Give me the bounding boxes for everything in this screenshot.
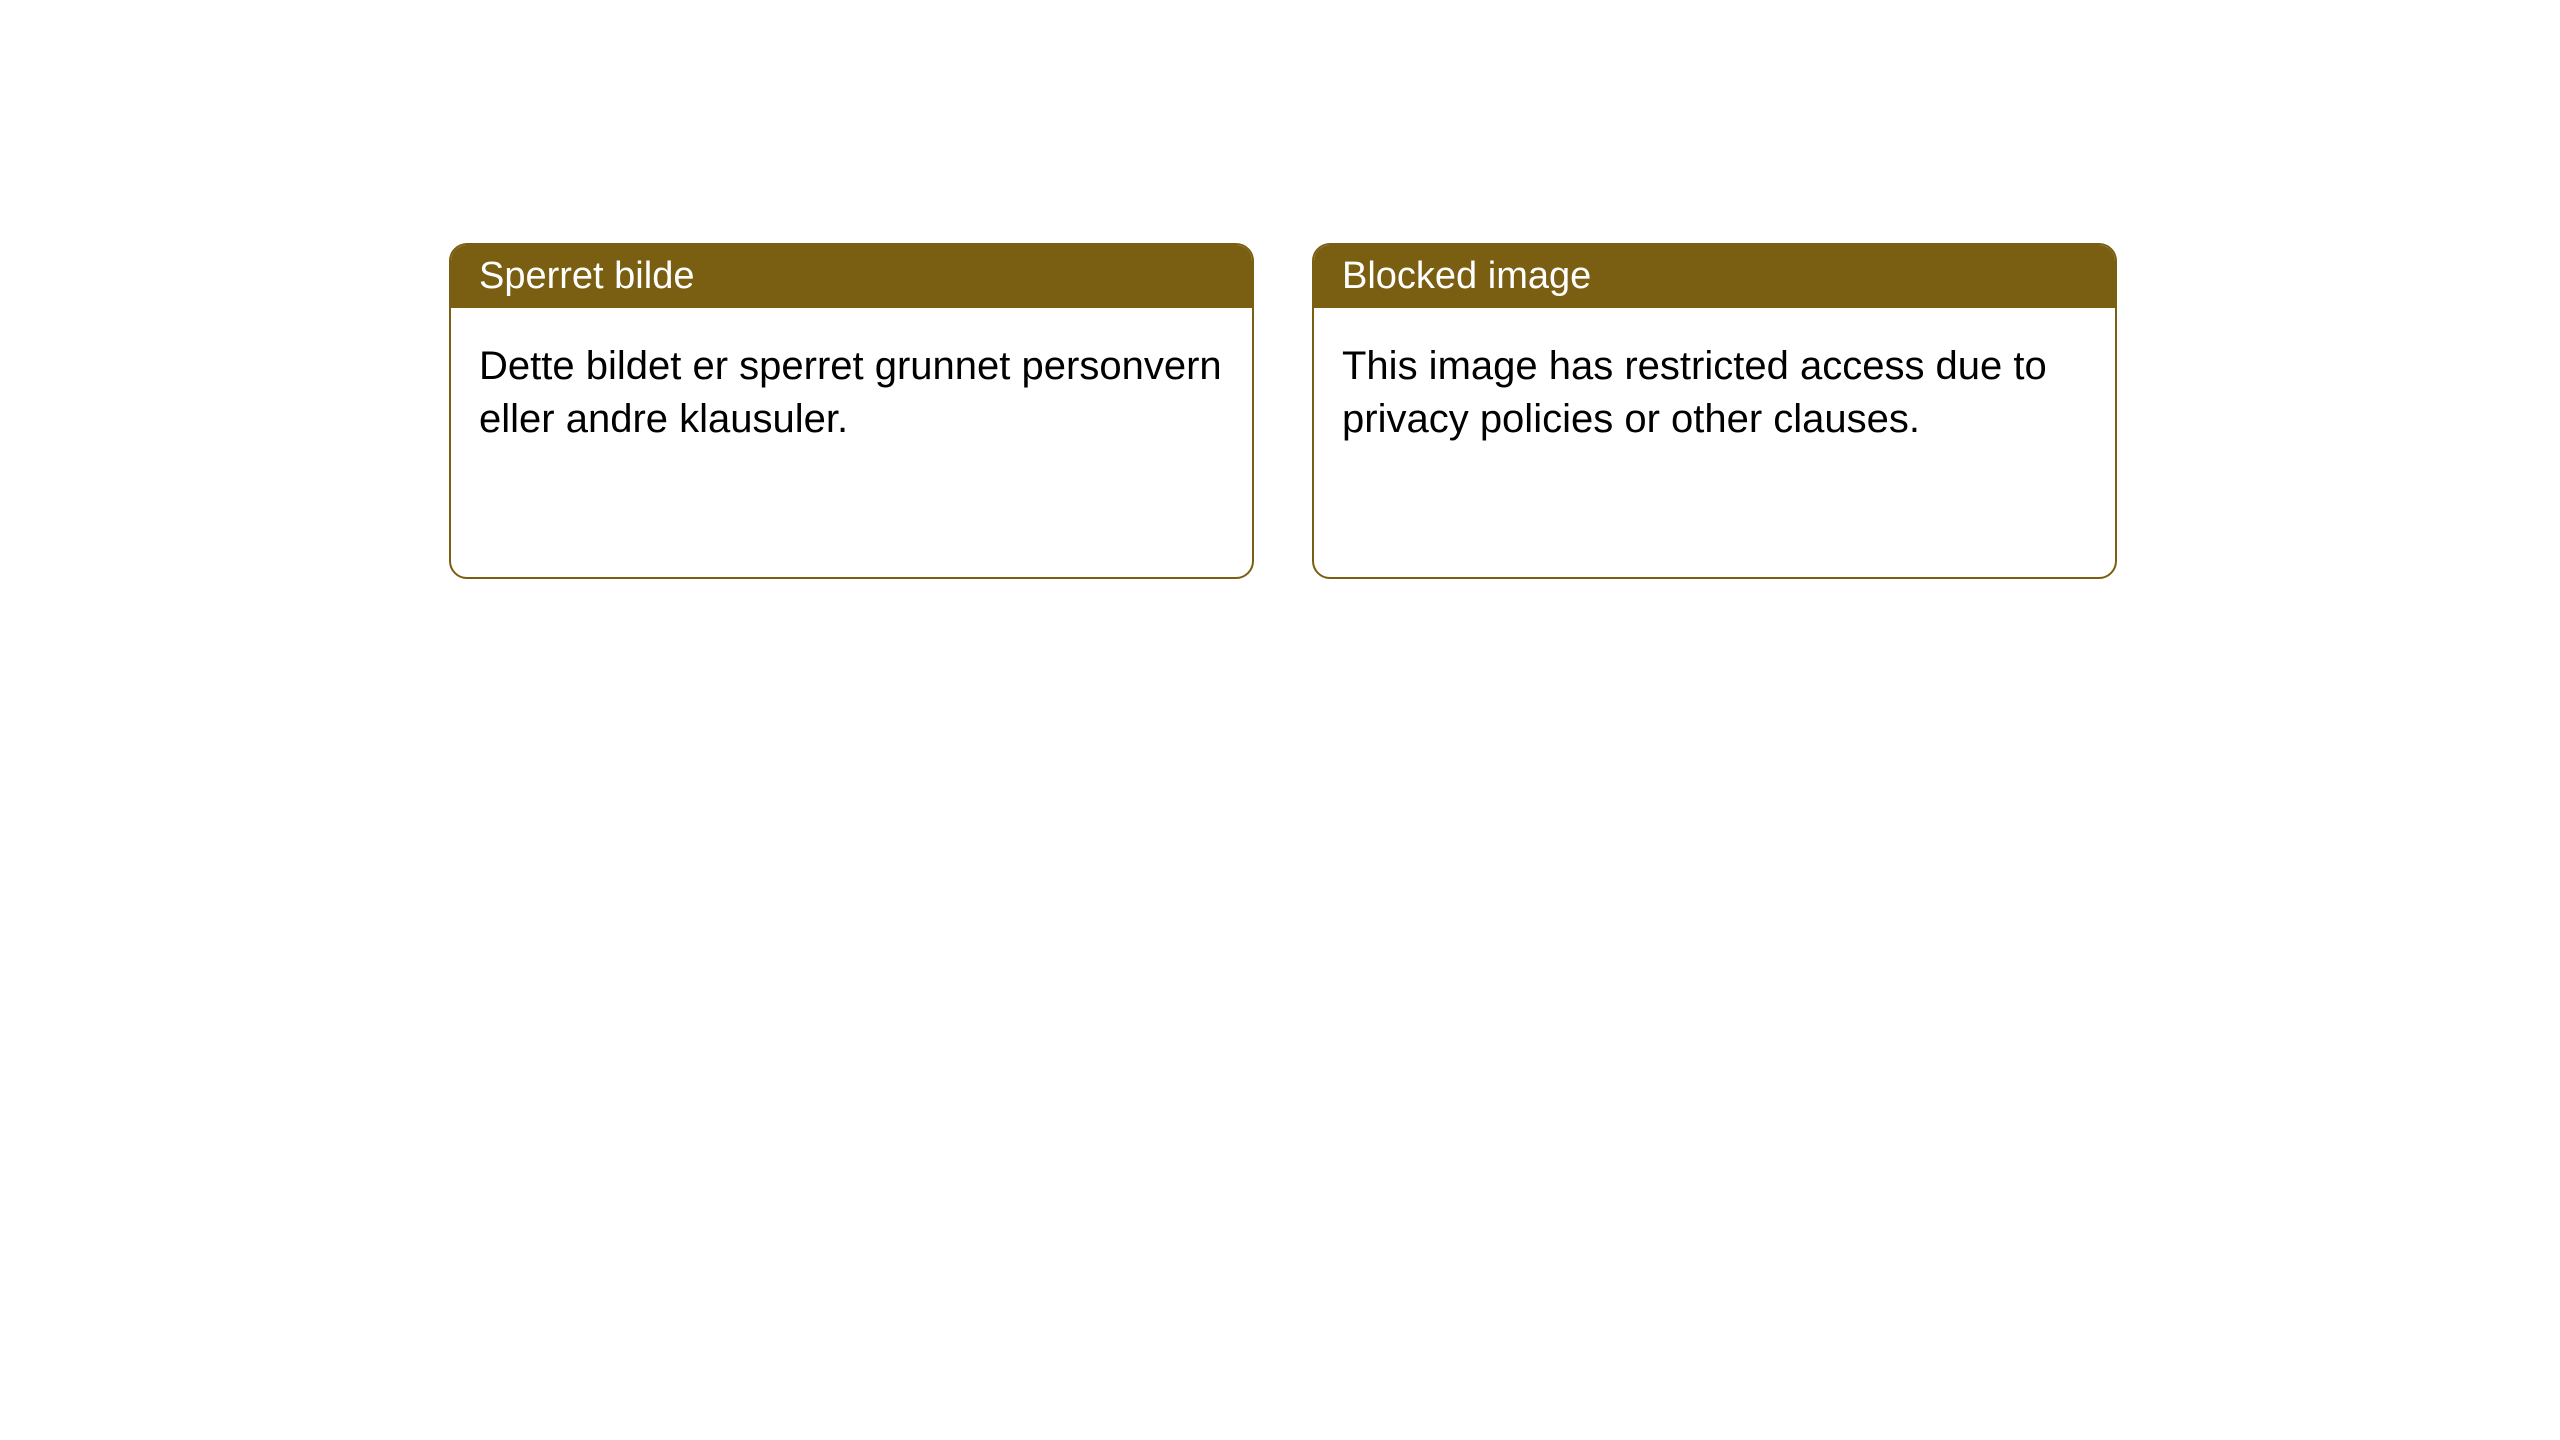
card-body-no: Dette bildet er sperret grunnet personve… — [451, 308, 1252, 478]
card-header-en: Blocked image — [1314, 245, 2115, 308]
card-body-en: This image has restricted access due to … — [1314, 308, 2115, 478]
blocked-image-card-en: Blocked image This image has restricted … — [1312, 243, 2117, 579]
blocked-image-card-no: Sperret bilde Dette bildet er sperret gr… — [449, 243, 1254, 579]
blocked-image-cards: Sperret bilde Dette bildet er sperret gr… — [449, 243, 2117, 579]
card-header-no: Sperret bilde — [451, 245, 1252, 308]
